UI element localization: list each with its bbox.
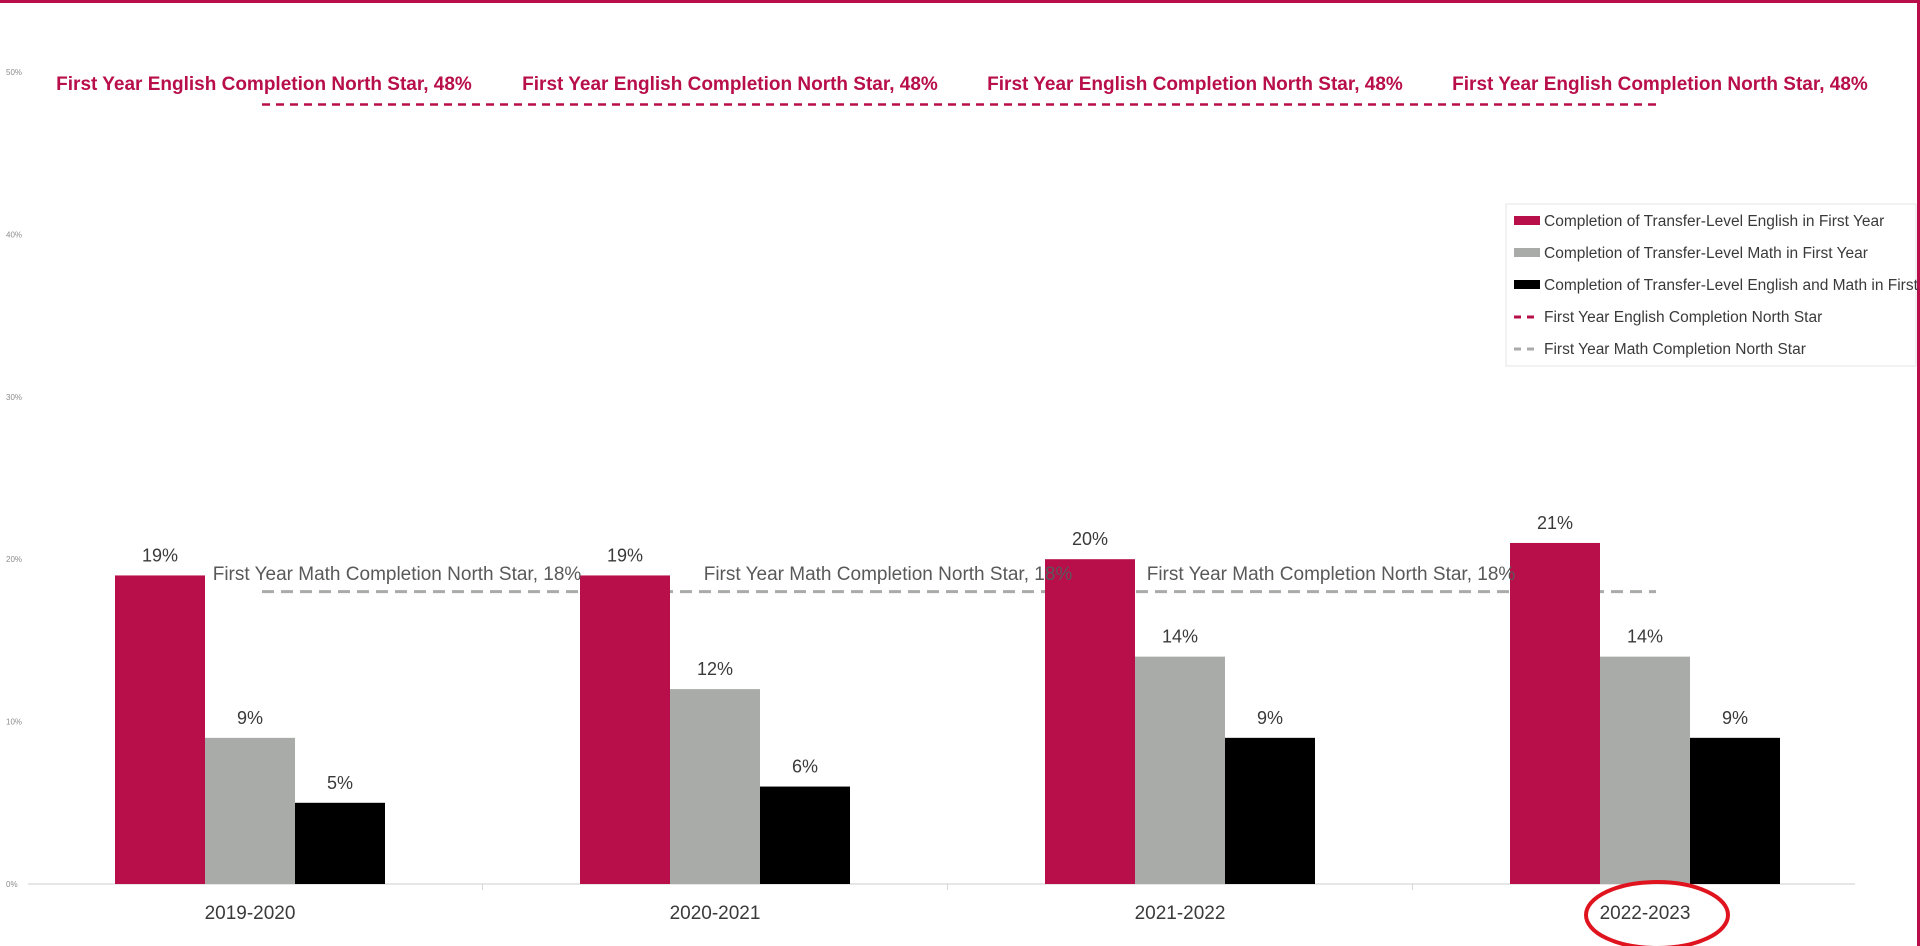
data-label: 9% xyxy=(1722,708,1748,728)
data-label: 21% xyxy=(1537,513,1573,533)
math-north-star-label: First Year Math Completion North Star, 1… xyxy=(704,564,1073,585)
legend-swatch xyxy=(1514,248,1540,257)
data-label: 20% xyxy=(1072,529,1108,549)
bar-2019-2020-series-0 xyxy=(115,575,205,884)
x-tick-label: 2022-2023 xyxy=(1600,903,1691,924)
bar-2020-2021-series-0 xyxy=(580,575,670,884)
legend-label: Completion of Transfer-Level English in … xyxy=(1544,213,1884,230)
legend-box xyxy=(1505,203,1917,367)
x-tick-label: 2020-2021 xyxy=(670,903,761,924)
data-label: 19% xyxy=(607,545,643,565)
data-label: 12% xyxy=(697,659,733,679)
y-tick-label: 50% xyxy=(6,68,22,77)
math-north-star-label: First Year Math Completion North Star, 1… xyxy=(1147,564,1516,585)
x-tick-label: 2021-2022 xyxy=(1135,903,1226,924)
data-label: 9% xyxy=(237,708,263,728)
y-tick-label: 40% xyxy=(6,230,22,239)
legend-label: First Year English Completion North Star xyxy=(1544,309,1822,326)
bar-2022-2023-series-2 xyxy=(1690,737,1780,884)
reference-lines xyxy=(262,103,1656,594)
legend-label: First Year Math Completion North Star xyxy=(1544,341,1806,358)
bar-2021-2022-series-1 xyxy=(1135,656,1225,884)
legend-label: Completion of Transfer-Level Math in Fir… xyxy=(1544,245,1868,262)
math-north-star-label: First Year Math Completion North Star, 1… xyxy=(213,564,582,585)
right-border xyxy=(1917,0,1920,946)
y-tick-label: 10% xyxy=(6,718,22,727)
bar-2019-2020-series-2 xyxy=(295,802,385,884)
english-north-star-label: First Year English Completion North Star… xyxy=(1452,74,1868,95)
y-tick-label: 0% xyxy=(6,880,18,889)
legend-swatch xyxy=(1514,280,1540,289)
english-north-star-label: First Year English Completion North Star… xyxy=(987,74,1403,95)
bar-2019-2020-series-1 xyxy=(205,737,295,884)
bar-2022-2023-series-0 xyxy=(1510,542,1600,884)
highlight-circle xyxy=(1584,880,1730,946)
legend-swatch xyxy=(1514,216,1540,225)
bar-2020-2021-series-1 xyxy=(670,689,760,884)
legend: Completion of Transfer-Level English in … xyxy=(1505,203,1920,367)
data-label: 14% xyxy=(1627,627,1663,647)
bar-2020-2021-series-2 xyxy=(760,786,850,884)
data-label: 14% xyxy=(1162,627,1198,647)
y-tick-label: 20% xyxy=(6,555,22,564)
x-tick-label: 2019-2020 xyxy=(205,903,296,924)
y-tick-label: 30% xyxy=(6,393,22,402)
bar-2021-2022-series-2 xyxy=(1225,737,1315,884)
bar-2022-2023-series-1 xyxy=(1600,656,1690,884)
legend-label: Completion of Transfer-Level English and… xyxy=(1544,277,1920,294)
top-border xyxy=(0,0,1920,3)
data-label: 19% xyxy=(142,545,178,565)
english-north-star-label: First Year English Completion North Star… xyxy=(56,74,472,95)
english-north-star-label: First Year English Completion North Star… xyxy=(522,74,938,95)
data-label: 9% xyxy=(1257,708,1283,728)
data-label: 6% xyxy=(792,757,818,777)
bar-2021-2022-series-0 xyxy=(1045,559,1135,884)
data-label: 5% xyxy=(327,773,353,793)
